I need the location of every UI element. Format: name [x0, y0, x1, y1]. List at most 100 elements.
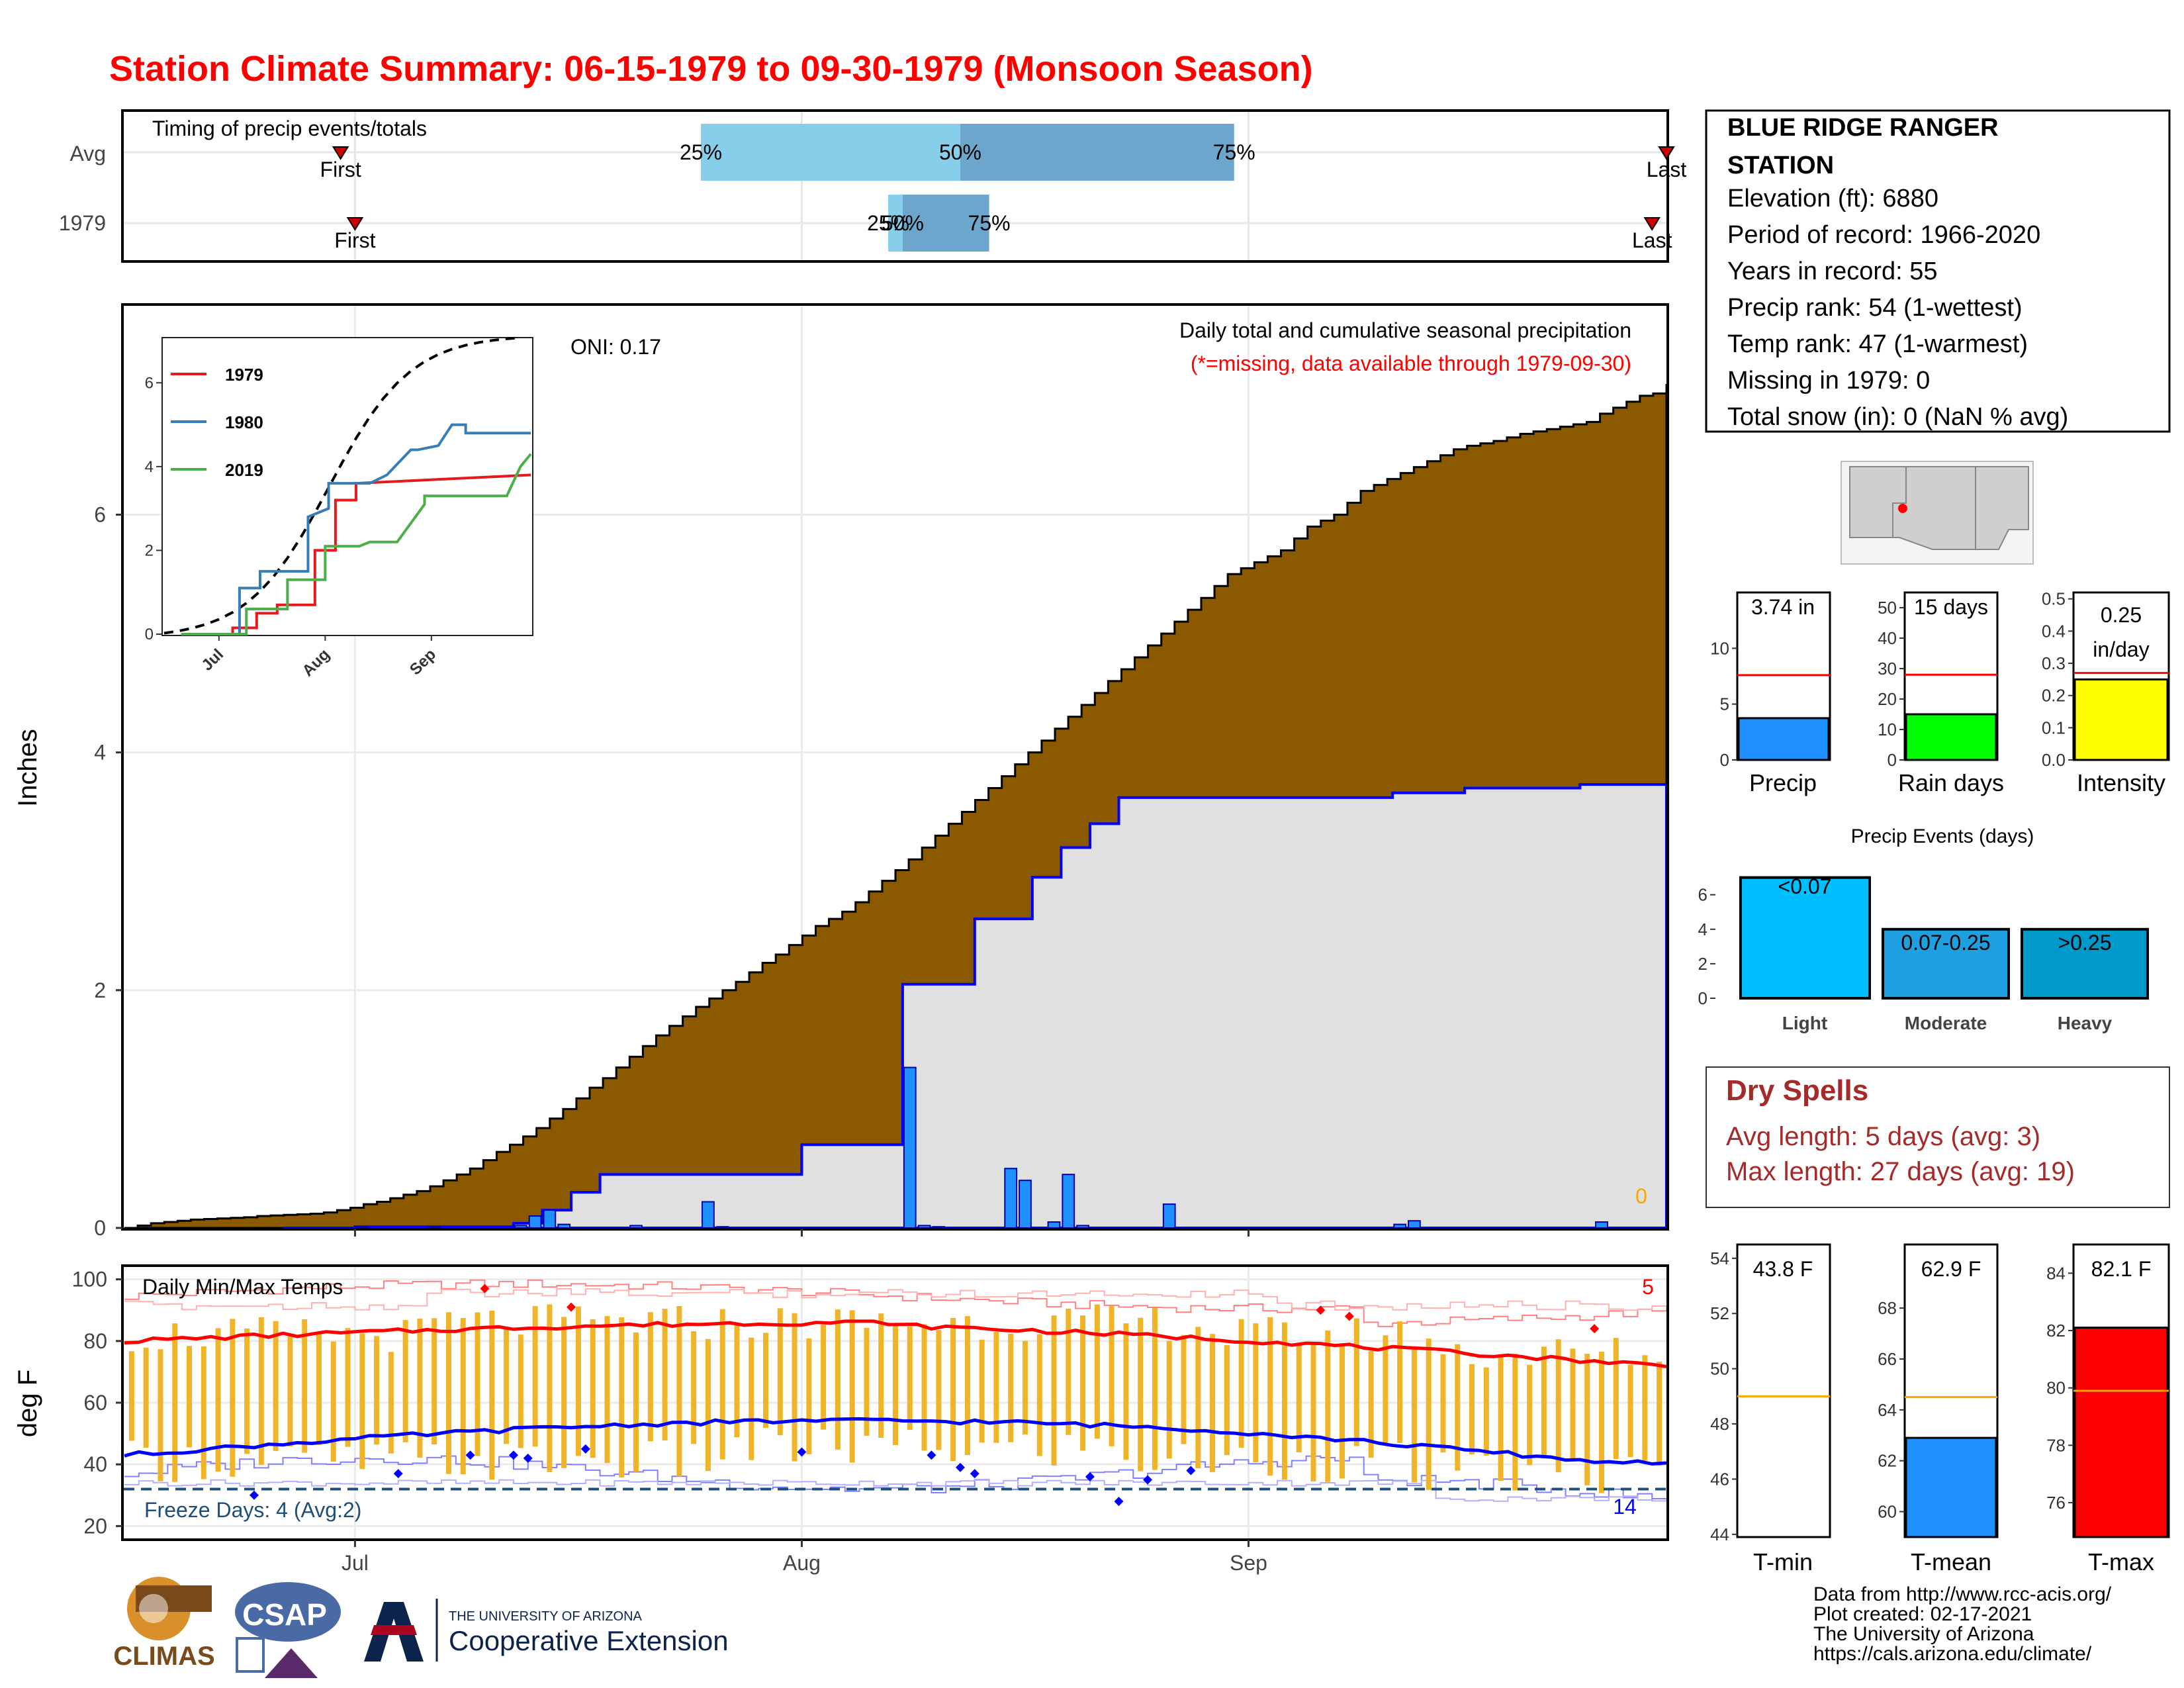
- daily-temp-bar: [1210, 1334, 1216, 1472]
- daily-precip-bar: [514, 1225, 527, 1229]
- record-min-marker-icon: [1085, 1472, 1095, 1481]
- temp-tick-label-1-0: 60: [1878, 1502, 1897, 1522]
- daily-temp-bar: [504, 1329, 510, 1444]
- daily-temp-bar: [1368, 1350, 1374, 1458]
- daily-precip-bar: [629, 1225, 643, 1229]
- daily-temp-bar: [1440, 1354, 1446, 1453]
- record-max-line-2: [124, 1288, 1667, 1311]
- year-first-marker-icon: [346, 217, 364, 231]
- daily-temp-bar: [878, 1313, 884, 1438]
- record-min-marker-icon: [523, 1453, 533, 1463]
- daily-temp-bar: [215, 1328, 221, 1472]
- record-max-marker-icon: [1316, 1305, 1326, 1315]
- precip-caption: Daily total and cumulative seasonal prec…: [1179, 318, 1631, 342]
- temp-tick-label-1-1: 62: [1878, 1451, 1897, 1471]
- inset-ytick-label-1: 2: [145, 541, 154, 559]
- daily-temp-bar: [1008, 1333, 1014, 1442]
- year-q25-label: 25%: [867, 211, 909, 235]
- daily-temp-bar: [1080, 1315, 1086, 1451]
- daily-temp-bar: [936, 1330, 942, 1450]
- legend-label-1980: 1980: [225, 412, 263, 432]
- daily-temp-bar: [1253, 1323, 1259, 1463]
- temp-tick-label-0-1: 46: [1710, 1469, 1729, 1489]
- daily-temp-bar: [647, 1312, 653, 1442]
- temp-tick-label-0-4: 52: [1710, 1303, 1729, 1323]
- daily-temp-bar: [547, 1304, 553, 1472]
- record-min-line-2: [124, 1479, 1667, 1502]
- event-moderate-category: Moderate: [1905, 1013, 1987, 1033]
- avg-q75-label: 75%: [1213, 140, 1255, 164]
- station-temp-rank: Temp rank: 47 (1-warmest): [1727, 330, 2028, 358]
- summary-tick-label-1-4: 40: [1878, 628, 1897, 648]
- timing-title: Timing of precip events/totals: [152, 117, 427, 140]
- climas-logo: CLIMAS: [113, 1577, 215, 1671]
- daily-precip-bar: [1047, 1221, 1061, 1229]
- daily-temp-bar: [128, 1351, 134, 1441]
- temp-panel: Daily Min/Max Temps Freeze Days: 4 (Avg:…: [13, 1264, 1669, 1575]
- daily-temp-bar: [705, 1338, 711, 1472]
- event-light-label: <0.07: [1778, 874, 1832, 898]
- summary-tick-label-2-1: 0.1: [2042, 718, 2066, 737]
- daily-temp-bar: [1383, 1335, 1388, 1444]
- daily-temp-bar: [604, 1316, 610, 1464]
- csap-logo-text: CSAP: [242, 1597, 327, 1632]
- avg-quartile-50-75: [960, 124, 1234, 181]
- temp-bar-2: [2073, 1327, 2169, 1538]
- events-ytick-label-1: 2: [1698, 954, 1707, 974]
- dry-spells-box: Dry Spells Avg length: 5 days (avg: 3) M…: [1706, 1066, 2170, 1208]
- temp-xtick-label-0: Jul: [341, 1551, 369, 1575]
- daily-temp-bar: [1570, 1348, 1576, 1462]
- temp-tick-label-1-3: 66: [1878, 1349, 1897, 1369]
- daily-temp-bar: [1642, 1355, 1648, 1461]
- legend-label-1979: 1979: [225, 365, 263, 385]
- record-min-marker-icon: [797, 1447, 807, 1457]
- daily-temp-bar: [1036, 1334, 1042, 1456]
- daily-temp-bar: [749, 1337, 754, 1460]
- daily-temp-bar: [561, 1317, 567, 1468]
- year-cumulative-area: [283, 783, 1668, 1229]
- daily-precip-bar: [1062, 1174, 1075, 1229]
- daily-temp-bar: [345, 1328, 351, 1447]
- daily-temp-bar: [1657, 1361, 1662, 1466]
- climas-logo-text: CLIMAS: [113, 1642, 214, 1671]
- daily-temp-bar: [330, 1341, 336, 1462]
- daily-temp-bar: [619, 1317, 625, 1477]
- daily-precip-bar: [428, 1226, 441, 1229]
- temp-tick-label-0-3: 50: [1710, 1359, 1729, 1379]
- daily-temp-bar: [402, 1320, 408, 1442]
- daily-temp-bar: [1094, 1304, 1100, 1439]
- inset-legend: 1979 1980 2019: [171, 365, 263, 480]
- tmean-label: T-mean: [1911, 1548, 1991, 1575]
- daily-precip-bar: [1019, 1180, 1032, 1229]
- station-missing: Missing in 1979: 0: [1727, 367, 1930, 395]
- event-moderate-label: 0.07-0.25: [1901, 931, 1990, 955]
- daily-temp-bar: [518, 1335, 523, 1448]
- summary-tick-label-1-1: 10: [1878, 720, 1897, 739]
- max-record-count: 5: [1642, 1275, 1654, 1299]
- record-min-marker-icon: [1143, 1475, 1153, 1485]
- precip-events-title: Precip Events (days): [1851, 825, 2034, 847]
- summary-precip-label: Precip: [1749, 769, 1817, 796]
- temp-tick-label-0-2: 48: [1710, 1414, 1729, 1434]
- year-quartile-50-75: [902, 195, 989, 252]
- temp-y-axis-label: deg F: [13, 1370, 42, 1437]
- year-q75-label: 75%: [968, 211, 1011, 235]
- summary-tick-label-2-5: 0.5: [2042, 589, 2066, 609]
- daily-temp-bar: [893, 1325, 898, 1446]
- daily-temp-bar: [1455, 1344, 1461, 1471]
- inset-ytick-label-0: 0: [145, 626, 154, 643]
- daily-precip-bar: [543, 1209, 557, 1229]
- daily-temp-bar: [777, 1308, 783, 1436]
- avg-min-temp-line: [124, 1417, 1667, 1466]
- daily-temp-bar: [1426, 1338, 1432, 1490]
- daily-temp-bar: [1498, 1354, 1504, 1481]
- precip-y-axis-label: Inches: [13, 729, 42, 807]
- events-ytick-label-3: 6: [1698, 885, 1707, 905]
- inset-line-2019: [181, 453, 532, 635]
- daily-temp-bar: [460, 1318, 466, 1475]
- csap-logo: CSAP: [235, 1582, 341, 1678]
- daily-temp-bar: [1613, 1338, 1619, 1460]
- daily-temp-bar: [1527, 1364, 1533, 1466]
- temp-tick-label-2-1: 78: [2046, 1435, 2066, 1455]
